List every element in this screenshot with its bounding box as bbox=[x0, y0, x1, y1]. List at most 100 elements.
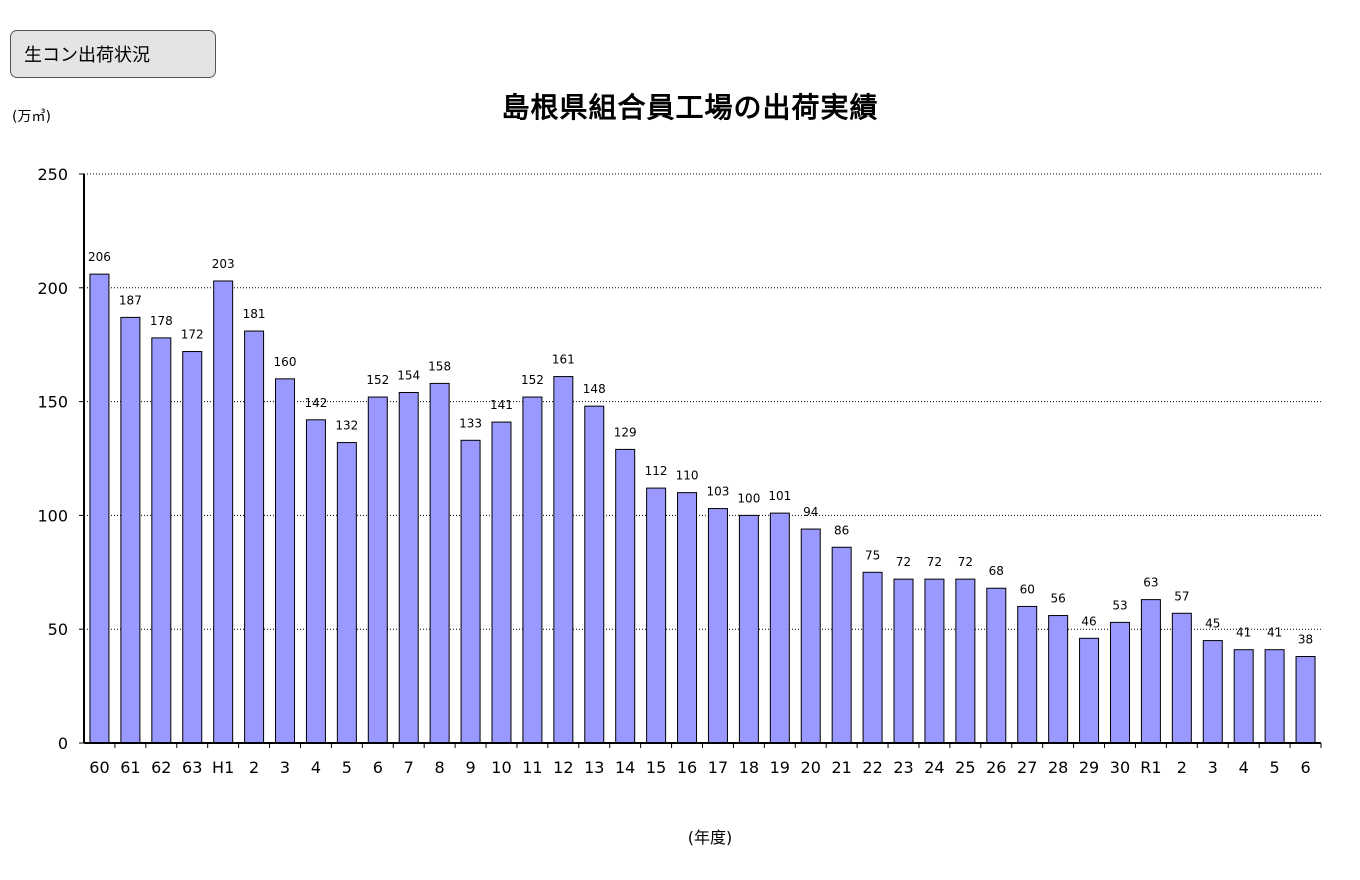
bar bbox=[275, 378, 296, 744]
x-tick-label: 61 bbox=[120, 758, 140, 777]
bar bbox=[707, 508, 728, 744]
bar bbox=[924, 578, 945, 744]
bar bbox=[1017, 605, 1038, 744]
x-tick-label: 5 bbox=[1270, 758, 1280, 777]
data-label: 152 bbox=[366, 373, 389, 387]
bar bbox=[738, 514, 759, 744]
x-tick-label: 6 bbox=[1300, 758, 1310, 777]
data-label: 178 bbox=[150, 314, 173, 328]
x-tick-label: 20 bbox=[801, 758, 821, 777]
y-tick-label: 150 bbox=[37, 393, 68, 412]
x-tick-label: 26 bbox=[986, 758, 1006, 777]
bar bbox=[986, 587, 1007, 744]
data-label: 142 bbox=[304, 396, 327, 410]
x-tick-label: 8 bbox=[435, 758, 445, 777]
data-label: 38 bbox=[1298, 633, 1313, 647]
bar bbox=[305, 419, 326, 744]
bar bbox=[1295, 656, 1316, 744]
x-tick-label: H1 bbox=[212, 758, 234, 777]
x-tick-label: 62 bbox=[151, 758, 171, 777]
bar bbox=[460, 439, 481, 744]
x-tick-label: 2 bbox=[249, 758, 259, 777]
x-tick-label: R1 bbox=[1140, 758, 1161, 777]
data-label: 206 bbox=[88, 250, 111, 264]
data-label: 100 bbox=[737, 491, 760, 505]
data-label: 56 bbox=[1050, 592, 1065, 606]
y-axis-unit-label: (万㎥) bbox=[12, 109, 51, 125]
data-label: 68 bbox=[989, 564, 1004, 578]
bar bbox=[1233, 649, 1254, 744]
y-tick-label: 100 bbox=[37, 506, 68, 525]
bar bbox=[89, 273, 110, 744]
bar bbox=[831, 546, 852, 744]
data-label: 57 bbox=[1174, 589, 1189, 603]
x-tick-label: 63 bbox=[182, 758, 202, 777]
x-tick-label: 14 bbox=[615, 758, 635, 777]
bar bbox=[1140, 599, 1161, 744]
data-label: 154 bbox=[397, 368, 420, 382]
bar bbox=[955, 578, 976, 744]
bar bbox=[584, 405, 605, 744]
data-label: 133 bbox=[459, 416, 482, 430]
data-label: 172 bbox=[181, 328, 204, 342]
data-label: 94 bbox=[803, 505, 818, 519]
x-tick-label: 60 bbox=[89, 758, 109, 777]
section-badge: 生コン出荷状況 bbox=[10, 30, 216, 78]
data-label: 72 bbox=[927, 555, 942, 569]
data-label: 132 bbox=[335, 419, 358, 433]
chart-title: 島根県組合員工場の出荷実績 bbox=[501, 91, 879, 124]
data-label: 53 bbox=[1112, 598, 1127, 612]
x-tick-label: 24 bbox=[924, 758, 944, 777]
data-label: 72 bbox=[958, 555, 973, 569]
x-tick-label: 2 bbox=[1177, 758, 1187, 777]
section-badge-label: 生コン出荷状況 bbox=[24, 45, 150, 66]
bar bbox=[1264, 649, 1285, 744]
bar bbox=[646, 487, 667, 744]
x-tick-label: 22 bbox=[862, 758, 882, 777]
bar bbox=[182, 351, 203, 744]
bar bbox=[120, 316, 141, 744]
data-label: 203 bbox=[212, 257, 235, 271]
data-label: 187 bbox=[119, 293, 142, 307]
x-tick-label: 3 bbox=[280, 758, 290, 777]
x-tick-label: 6 bbox=[373, 758, 383, 777]
x-tick-label: 17 bbox=[708, 758, 728, 777]
data-label: 152 bbox=[521, 373, 544, 387]
x-tick-label: 30 bbox=[1110, 758, 1130, 777]
bar bbox=[367, 396, 388, 744]
bar bbox=[1171, 612, 1192, 744]
bar bbox=[677, 492, 698, 744]
x-tick-label: 12 bbox=[553, 758, 573, 777]
bar bbox=[213, 280, 234, 744]
data-label: 103 bbox=[707, 485, 730, 499]
x-tick-label: 13 bbox=[584, 758, 604, 777]
data-label: 86 bbox=[834, 523, 849, 537]
y-tick-label: 50 bbox=[48, 620, 68, 639]
data-label: 41 bbox=[1236, 626, 1251, 640]
data-label: 60 bbox=[1020, 582, 1035, 596]
data-label: 148 bbox=[583, 382, 606, 396]
bar bbox=[1202, 640, 1223, 744]
x-tick-label: 21 bbox=[831, 758, 851, 777]
y-tick-label: 250 bbox=[37, 165, 68, 184]
y-tick-label: 0 bbox=[58, 734, 68, 753]
x-tick-label: 19 bbox=[770, 758, 790, 777]
x-tick-label: 7 bbox=[404, 758, 414, 777]
data-label: 41 bbox=[1267, 626, 1282, 640]
bar bbox=[893, 578, 914, 744]
data-label: 161 bbox=[552, 353, 575, 367]
data-label: 46 bbox=[1081, 614, 1096, 628]
x-tick-label: 9 bbox=[465, 758, 475, 777]
bar bbox=[429, 382, 450, 744]
data-label: 45 bbox=[1205, 617, 1220, 631]
x-tick-label: 4 bbox=[1239, 758, 1249, 777]
data-label: 141 bbox=[490, 398, 513, 412]
x-tick-label: 15 bbox=[646, 758, 666, 777]
bar bbox=[1048, 615, 1069, 744]
bar bbox=[1109, 621, 1130, 744]
data-label: 181 bbox=[243, 307, 266, 321]
x-tick-label: 10 bbox=[491, 758, 511, 777]
x-tick-label: 25 bbox=[955, 758, 975, 777]
bar bbox=[244, 330, 265, 744]
